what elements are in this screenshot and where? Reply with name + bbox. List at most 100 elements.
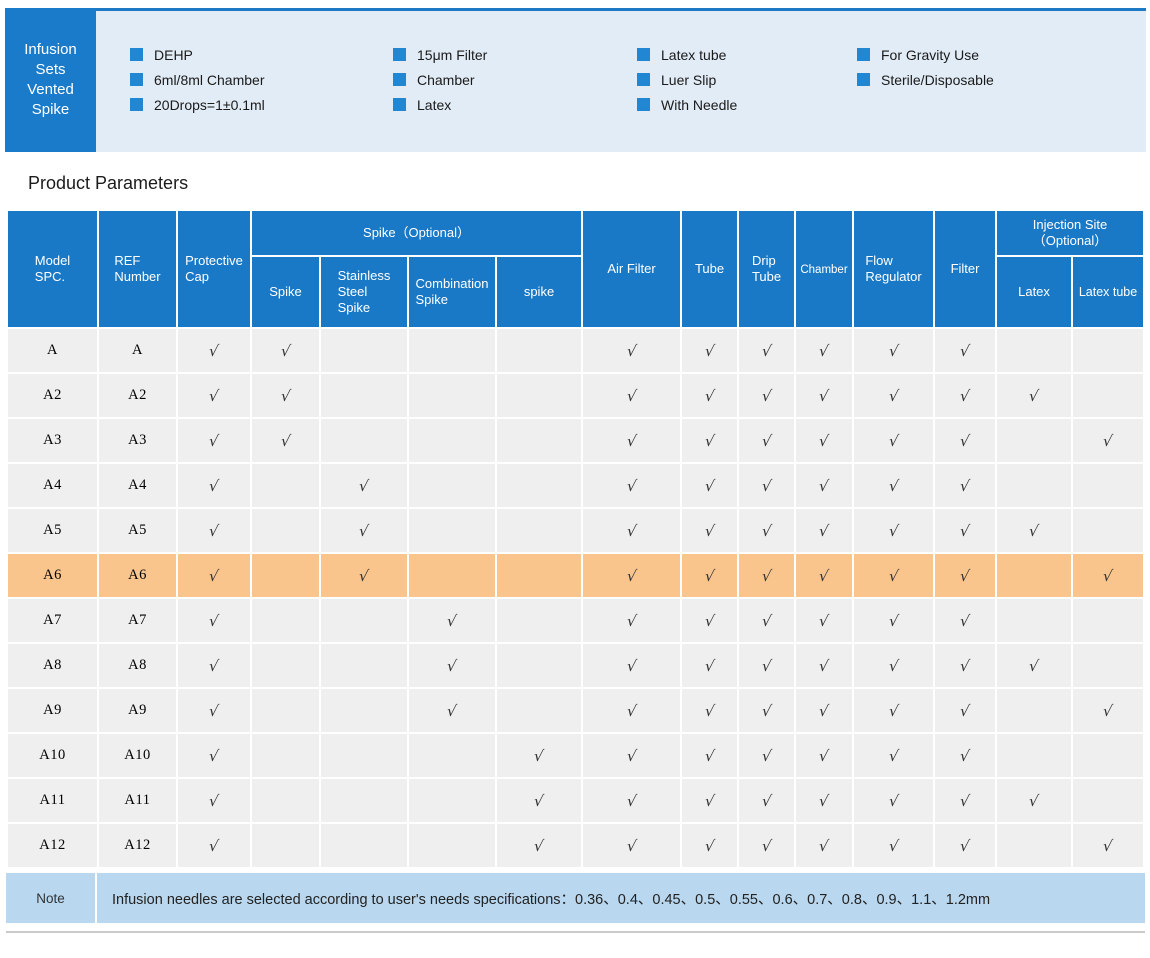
model-cell: A4 [8,464,97,507]
check-icon: √ [703,656,716,675]
check-cell: √ [854,689,934,732]
check-cell: √ [682,329,738,372]
model-cell: A12 [8,824,97,867]
check-icon: √ [817,701,831,720]
header-label: Latex tube [1078,285,1138,299]
check-cell [497,464,582,507]
bullet-square-icon [393,73,406,86]
check-cell: √ [854,824,934,867]
ref-cell: A10 [99,734,176,777]
check-icon: √ [703,521,716,540]
check-cell [997,464,1072,507]
check-cell: √ [682,554,738,597]
check-icon: √ [958,521,972,540]
check-cell: √ [1073,554,1144,597]
check-cell: √ [796,374,853,417]
header-drip-tube: Drip Tube [739,211,795,327]
check-icon: √ [625,656,638,675]
check-icon: √ [887,656,900,675]
check-icon: √ [703,431,716,450]
check-cell: √ [583,689,681,732]
check-icon: √ [1101,701,1115,720]
check-icon: √ [760,701,773,720]
bottom-divider [6,931,1145,933]
check-cell [321,689,407,732]
check-cell: √ [252,419,319,462]
check-cell: √ [854,644,934,687]
check-cell: √ [997,374,1072,417]
bullet-square-icon [130,98,143,111]
feature-label: Chamber [417,71,475,88]
check-cell: √ [178,419,250,462]
check-cell: √ [682,734,738,777]
check-icon: √ [207,656,221,675]
check-cell [409,374,495,417]
check-icon: √ [817,341,831,360]
model-cell: A [8,329,97,372]
check-cell [252,599,319,642]
check-cell: √ [583,599,681,642]
header-label: Model SPC. [34,253,71,284]
section-title: Product Parameters [28,173,189,193]
check-cell [997,734,1072,777]
check-icon: √ [817,746,831,765]
check-icon: √ [357,521,371,540]
check-cell [321,599,407,642]
table-row: A9 A9 √ √ √ √ √ √ √ √ √ [8,689,1144,732]
check-cell: √ [854,464,934,507]
header-latex: Latex [997,257,1072,327]
check-icon: √ [279,386,292,405]
check-cell: √ [409,644,495,687]
check-cell: √ [739,554,795,597]
bullet-square-icon [130,48,143,61]
check-cell: √ [935,464,996,507]
check-icon: √ [703,476,716,495]
check-cell [997,554,1072,597]
check-cell [409,779,495,822]
header-label: Injection Site （Optional） [1032,217,1108,248]
check-icon: √ [1101,836,1115,855]
check-icon: √ [207,476,221,495]
check-cell: √ [796,689,853,732]
table-row: A5 A5 √ √ √ √ √ √ √ √ √ [8,509,1144,552]
check-cell: √ [178,554,250,597]
ref-cell: A3 [99,419,176,462]
check-cell [997,329,1072,372]
feature-label: Sterile/Disposable [881,71,994,88]
check-cell: √ [796,509,853,552]
check-cell [1073,374,1144,417]
check-cell: √ [1073,419,1144,462]
check-icon: √ [625,431,638,450]
banner: Infusion Sets Vented Spike DEHP 6ml/8ml C… [5,8,1146,152]
feature-item: Chamber [393,67,487,92]
header-label: Chamber [800,263,848,276]
header-spike: Spike [252,257,319,327]
feature-item: 6ml/8ml Chamber [130,67,265,92]
check-cell: √ [583,329,681,372]
check-cell [409,824,495,867]
check-cell: √ [935,689,996,732]
check-cell: √ [178,464,250,507]
check-icon: √ [625,341,638,360]
check-icon: √ [958,656,972,675]
model-cell: A10 [8,734,97,777]
check-cell: √ [935,374,996,417]
check-icon: √ [625,521,638,540]
check-icon: √ [760,521,773,540]
feature-panel: DEHP 6ml/8ml Chamber 20Drops=1±0.1ml 15μm … [96,8,1146,152]
feature-label: DEHP [154,46,193,63]
check-icon: √ [887,611,900,630]
check-cell: √ [739,599,795,642]
check-icon: √ [760,476,773,495]
header-injection-site-group: Injection Site （Optional） [997,211,1144,255]
check-icon: √ [207,701,221,720]
header-label: Tube [694,261,725,276]
check-cell [1073,509,1144,552]
check-cell: √ [682,509,738,552]
check-cell: √ [497,734,582,777]
check-cell [252,509,319,552]
check-cell: √ [796,329,853,372]
header-label: Spike [269,284,302,299]
header-spike-lower: spike [497,257,582,327]
model-cell: A8 [8,644,97,687]
